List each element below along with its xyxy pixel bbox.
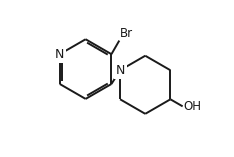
Text: OH: OH	[183, 100, 201, 113]
Text: Br: Br	[120, 27, 133, 40]
Text: N: N	[115, 64, 125, 77]
Text: N: N	[55, 48, 64, 61]
